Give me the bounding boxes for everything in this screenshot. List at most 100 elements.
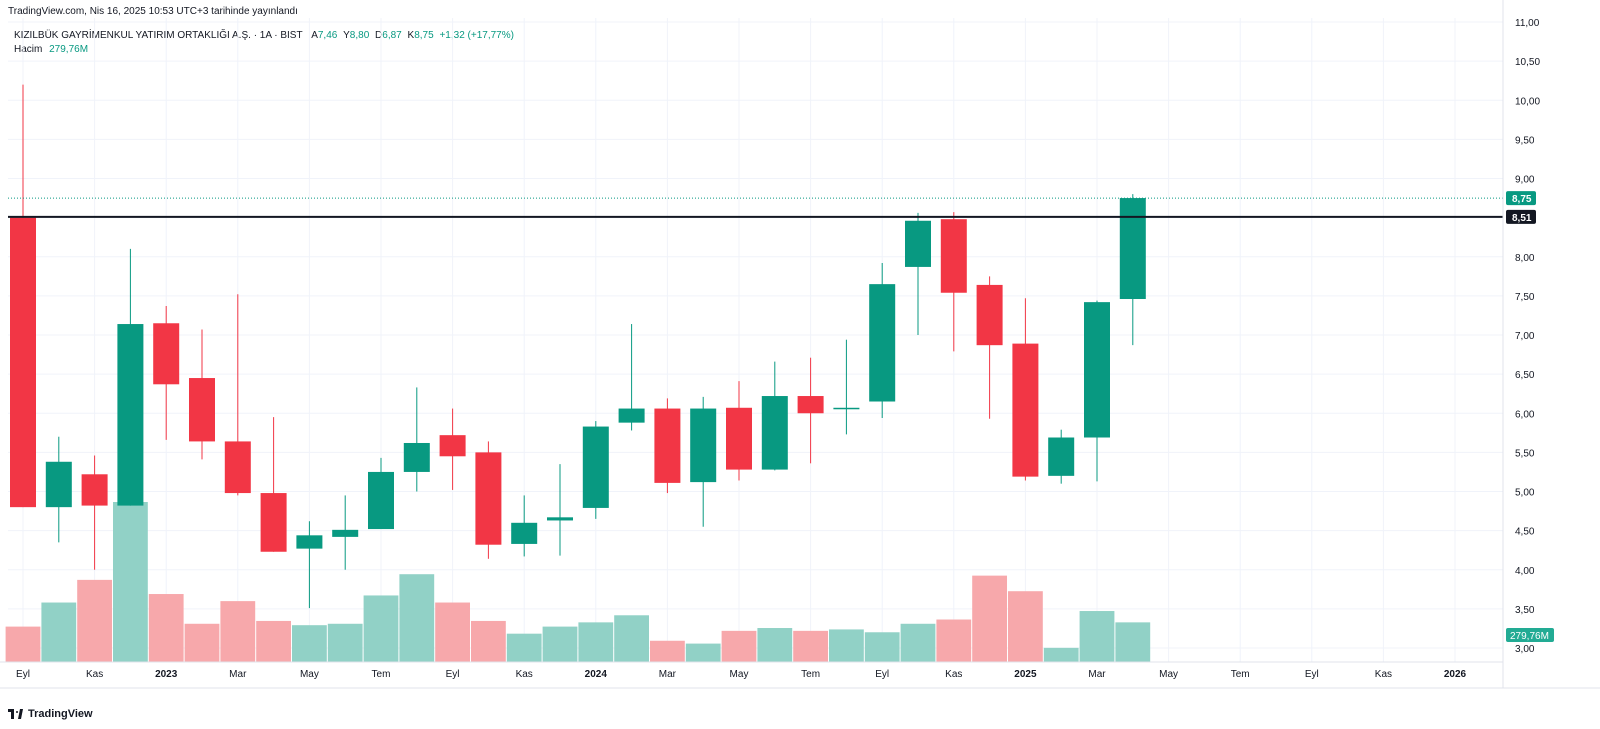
ohlc-row: KIZILBÜK GAYRİMENKUL YATIRIM ORTAKLIĞI A… — [14, 29, 514, 43]
candle-body[interactable] — [153, 323, 180, 385]
tradingview-logo-icon — [8, 709, 24, 719]
candle-body[interactable] — [1119, 198, 1146, 300]
volume-bar — [184, 623, 220, 662]
price-tick-label: 9,00 — [1515, 175, 1535, 186]
candle-body[interactable] — [439, 435, 466, 457]
candle-body[interactable] — [45, 461, 72, 508]
candle-body[interactable] — [1012, 343, 1039, 477]
price-tick-label: 5,50 — [1515, 448, 1535, 459]
volume-bar — [650, 640, 685, 662]
time-tick-label: Tem — [801, 669, 820, 680]
publish-line: TradingView.com, Nis 16, 2025 10:53 UTC+… — [8, 6, 298, 17]
time-tick-label: Mar — [229, 669, 247, 680]
volume-tag-bg — [1506, 628, 1554, 642]
candle-body[interactable] — [905, 220, 931, 267]
candles — [10, 84, 1146, 609]
time-tick-label: 2023 — [155, 669, 178, 680]
candle-body[interactable] — [511, 522, 538, 544]
volume-bar — [1115, 622, 1151, 662]
volume-bar — [1043, 647, 1079, 662]
candle-body[interactable] — [797, 396, 824, 414]
time-tick-label: Eyl — [875, 669, 889, 680]
price-tick-label: 5,00 — [1515, 488, 1535, 499]
volume-bar — [757, 628, 793, 662]
price-tick-label: 4,50 — [1515, 527, 1535, 538]
price-tick-label: 3,00 — [1515, 644, 1535, 655]
low-label: D — [375, 30, 383, 41]
high-value: 8,80 — [349, 30, 370, 41]
horizontal-line-tag: 8,51 — [1512, 213, 1532, 224]
candle-body[interactable] — [475, 452, 502, 545]
price-tick-label: 4,00 — [1515, 566, 1535, 577]
tradingview-logo[interactable]: TradingView — [8, 708, 93, 720]
volume-bar — [363, 595, 399, 662]
candle-body[interactable] — [403, 442, 430, 472]
volume-label[interactable]: Hacim — [14, 44, 43, 55]
price-axis: 3,00 3,50 4,00 4,50 5,00 5,50 6,00 6,50 7,00 7,50… — [1502, 0, 1554, 688]
volume-value: 279,76M — [49, 44, 89, 55]
volume-bar — [542, 626, 578, 662]
volume-bar — [721, 630, 757, 662]
candle-body[interactable] — [726, 407, 752, 470]
candle-body[interactable] — [761, 396, 788, 470]
price-tick-label: 11,00 — [1515, 18, 1540, 29]
volume-bar — [471, 620, 506, 662]
time-tick-label: Eyl — [1305, 669, 1319, 680]
volume-bar — [936, 619, 972, 662]
candle-body[interactable] — [189, 378, 215, 442]
candle-body[interactable] — [833, 407, 860, 410]
time-tick-label: May — [730, 669, 749, 680]
price-tick-label: 10,50 — [1515, 57, 1540, 68]
volume-bar — [793, 630, 828, 662]
close-label: K — [407, 30, 415, 41]
candle-body[interactable] — [976, 284, 1003, 346]
price-tick-label: 7,00 — [1515, 331, 1535, 342]
volume-bar — [77, 579, 112, 662]
volume-bars — [5, 502, 1151, 662]
candle-body[interactable] — [296, 535, 323, 549]
price-tick-label: 9,50 — [1515, 135, 1535, 146]
candle-body[interactable] — [368, 471, 394, 530]
volume-bar — [292, 625, 327, 662]
chart-legend: KIZILBÜK GAYRİMENKUL YATIRIM ORTAKLIĞI A… — [14, 29, 514, 57]
candle-body[interactable] — [869, 284, 896, 402]
high-label: Y — [343, 30, 350, 41]
candle-body[interactable] — [618, 408, 645, 423]
candle-body[interactable] — [547, 517, 573, 521]
candle-body[interactable] — [1048, 437, 1075, 476]
volume-bar — [972, 575, 1007, 662]
candle-body[interactable] — [940, 219, 967, 293]
volume-bar — [220, 601, 256, 662]
candle-body[interactable] — [260, 493, 287, 552]
price-tick-label: 7,50 — [1515, 292, 1535, 303]
candle-body[interactable] — [224, 441, 251, 494]
time-tick-label: Mar — [659, 669, 677, 680]
volume-bar — [1079, 611, 1115, 662]
volume-bar — [900, 623, 936, 662]
price-tick-label: 6,50 — [1515, 370, 1535, 381]
candle-body[interactable] — [582, 426, 609, 508]
candle-body[interactable] — [654, 408, 681, 483]
symbol-name[interactable]: KIZILBÜK GAYRİMENKUL YATIRIM ORTAKLIĞI A… — [14, 30, 303, 41]
price-tick-label: 6,00 — [1515, 409, 1535, 420]
horizontal-line-tag-bg — [1506, 209, 1536, 224]
candle-body[interactable] — [10, 217, 36, 508]
grid-lines — [8, 18, 1503, 662]
candle-body[interactable] — [117, 324, 144, 506]
volume-bar — [5, 626, 41, 662]
time-tick-label: 2024 — [585, 669, 608, 680]
low-value: 6,87 — [382, 30, 402, 41]
volume-bar — [256, 620, 291, 662]
volume-bar — [148, 594, 184, 662]
candle-body[interactable] — [690, 408, 717, 483]
last-price-tag-bg — [1506, 191, 1536, 206]
time-axis: Eyl Kas 2023 Mar May Tem Eyl Kas 2024 Mar May Tem Ey… — [0, 661, 1600, 689]
time-tick-label: Kas — [945, 669, 962, 680]
candle-body[interactable] — [1084, 302, 1110, 438]
time-tick-label: Eyl — [446, 669, 460, 680]
candle-body[interactable] — [332, 529, 359, 537]
time-tick-label: Tem — [372, 669, 391, 680]
volume-bar — [435, 602, 470, 662]
candle-body[interactable] — [81, 474, 108, 506]
